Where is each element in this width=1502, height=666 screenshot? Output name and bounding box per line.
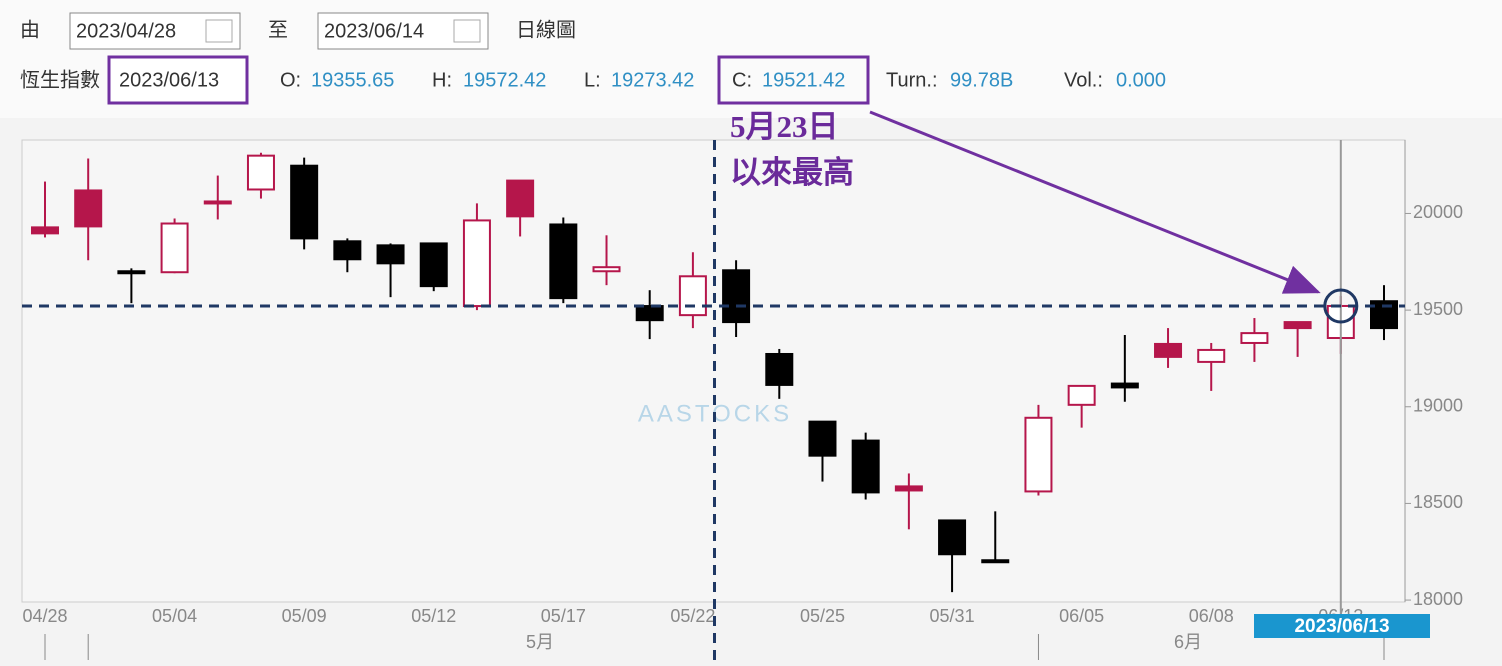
to-label: 至 [268, 19, 288, 41]
candle-body [333, 240, 362, 261]
candle-body [808, 420, 837, 457]
candle-body [31, 226, 59, 235]
candle-body [376, 244, 405, 265]
candle-body [1154, 342, 1183, 358]
from-input[interactable] [69, 12, 241, 50]
candle-body [246, 154, 275, 191]
candle-body [419, 242, 448, 288]
high-label: H: [432, 69, 452, 91]
open-value: 19355.65 [311, 69, 394, 91]
highlight-box [717, 55, 870, 105]
y-tick-label: 18500 [1413, 492, 1463, 512]
chart-type[interactable]: 日線圖 [516, 18, 576, 41]
candle-body [851, 439, 880, 494]
low-label: L: [584, 69, 601, 91]
candle-body [592, 266, 621, 273]
volume-value: 0.000 [1116, 69, 1166, 91]
candle-body [290, 164, 319, 240]
x-tick-label: 05/12 [411, 606, 456, 626]
high-value: 19572.42 [463, 69, 546, 91]
candle-body [1197, 348, 1226, 363]
low-value: 19273.42 [611, 69, 694, 91]
toolbar [0, 0, 1502, 118]
candle-body [203, 200, 232, 205]
candle-body [765, 352, 794, 386]
index-name: 恆生指數 [20, 68, 100, 91]
candle-body [549, 223, 578, 300]
calendar-icon[interactable] [205, 19, 233, 43]
candle-body [1283, 321, 1312, 330]
y-tick-label: 19000 [1413, 396, 1463, 416]
candle-body [506, 179, 535, 218]
candle-body [981, 559, 1010, 564]
x-tick-label: 05/25 [800, 606, 845, 626]
cursor-label: 2023/06/13 [1294, 616, 1389, 637]
candle-body [1024, 416, 1053, 493]
from-date: 2023/04/28 [76, 20, 176, 42]
highlight-circle [1323, 288, 1359, 324]
x-tick-label: 05/17 [541, 606, 586, 626]
candle-body [1110, 382, 1139, 389]
to-input[interactable] [317, 12, 489, 50]
candle-body [74, 189, 103, 228]
y-tick-label: 19500 [1413, 299, 1463, 319]
turnover-label: Turn.: [886, 69, 938, 91]
open-label: O: [280, 69, 301, 91]
cursor-badge [1254, 614, 1430, 638]
x-tick-label: 06/05 [1059, 606, 1104, 626]
x-tick-label: 05/22 [670, 606, 715, 626]
annotation-arrow [869, 110, 1321, 294]
volume-label: Vol.: [1064, 69, 1103, 91]
x-tick-label: 05/31 [930, 606, 975, 626]
month-label: 6月 [1174, 632, 1202, 652]
x-tick-label: 05/09 [282, 606, 327, 626]
x-tick-label: 05/04 [152, 606, 197, 626]
candle-body [635, 305, 664, 322]
candle-body [938, 519, 967, 556]
candle-body [678, 275, 707, 317]
highlight-box [107, 55, 249, 105]
candle-body [117, 270, 146, 275]
calendar-icon[interactable] [453, 19, 481, 43]
month-label: 5月 [526, 632, 554, 652]
candle-body [1370, 300, 1398, 330]
x-tick-label: 06/08 [1189, 606, 1234, 626]
turnover-value: 99.78B [950, 69, 1013, 91]
candle-body [894, 485, 923, 492]
candle-body [1240, 332, 1269, 344]
close-value: 19521.42 [762, 69, 845, 91]
annotation: 以來最高 [730, 155, 854, 190]
y-tick-label: 18000 [1413, 589, 1463, 609]
candle-body [462, 219, 491, 308]
candle-body [160, 222, 189, 274]
candle-body [1067, 384, 1096, 406]
x-tick-label: 04/28 [22, 606, 67, 626]
candle-body [722, 269, 751, 324]
from-label: 由 [20, 18, 40, 41]
close-label: C: [732, 69, 752, 91]
y-tick-label: 20000 [1413, 202, 1463, 222]
to-date: 2023/06/14 [324, 20, 424, 42]
quote-date: 2023/06/13 [119, 69, 219, 91]
annotation: 5月23日 [730, 109, 839, 144]
